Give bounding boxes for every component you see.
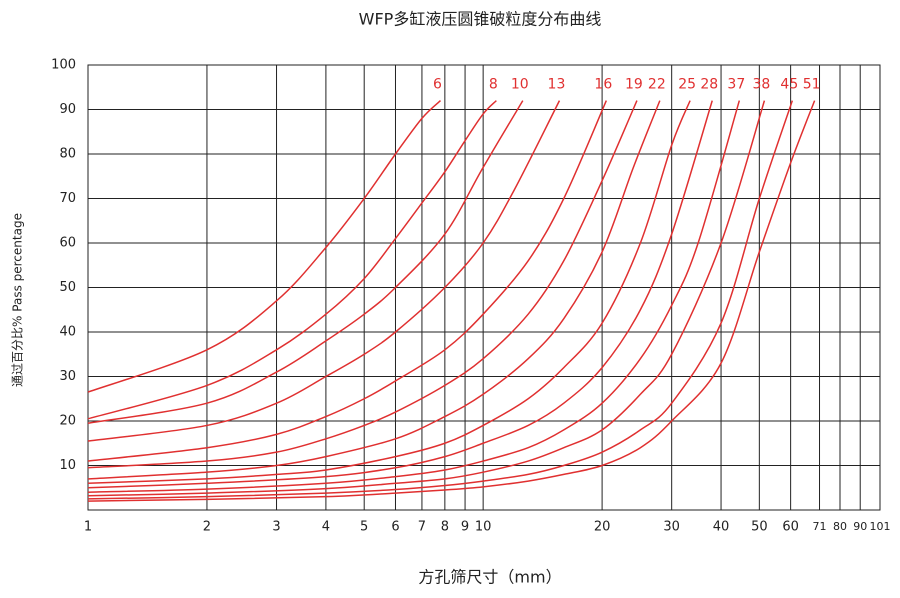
x-tick-label: 2 <box>203 520 211 535</box>
curve <box>87 100 816 502</box>
x-tick-label: 50 <box>751 520 768 535</box>
curve <box>87 100 442 393</box>
series-label: 51 <box>803 77 821 93</box>
x-tick-label: 20 <box>594 520 611 535</box>
y-tick-label: 90 <box>59 102 76 117</box>
y-tick-label: 40 <box>59 325 76 340</box>
curve <box>87 100 691 485</box>
x-tick-label: 30 <box>663 520 680 535</box>
x-tick-label: 6 <box>391 520 399 535</box>
y-tick-label: 20 <box>59 414 76 429</box>
y-axis-label: 通过百分比% Pass percentage <box>11 213 25 387</box>
series-label: 6 <box>433 77 442 93</box>
curve <box>87 100 638 469</box>
series-label: 22 <box>648 77 666 93</box>
series-label: 37 <box>727 77 745 93</box>
y-tick-label: 70 <box>59 191 76 206</box>
x-axis-label: 方孔筛尺寸（mm） <box>418 568 561 587</box>
series-label: 16 <box>594 77 612 93</box>
x-tick-label: 3 <box>272 520 280 535</box>
curve <box>87 100 608 462</box>
curve <box>87 100 561 442</box>
series-label: 19 <box>625 77 643 93</box>
x-tick-label: 5 <box>360 520 368 535</box>
curve <box>87 100 766 497</box>
x-tick-label: 7 <box>418 520 426 535</box>
x-tick-label: 8 <box>441 520 449 535</box>
series-label: 38 <box>753 77 771 93</box>
chart-title: WFP多缸液压圆锥破粒度分布曲线 <box>359 10 602 29</box>
curve <box>87 100 713 489</box>
x-tick-label: 80 <box>833 520 847 533</box>
y-tick-label: 100 <box>51 58 76 73</box>
x-tick-label: 1 <box>84 520 92 535</box>
series-label: 25 <box>678 77 696 93</box>
x-tick-label: 71 <box>813 520 827 533</box>
y-tick-label: 80 <box>59 147 76 162</box>
curve <box>87 100 794 500</box>
series-label: 13 <box>548 77 566 93</box>
y-tick-label: 10 <box>59 458 76 473</box>
series-label: 8 <box>489 77 498 93</box>
curve <box>87 100 661 480</box>
y-tick-label: 60 <box>59 236 76 251</box>
series-label: 45 <box>780 77 798 93</box>
x-tick-label: 40 <box>713 520 730 535</box>
x-tick-label: 60 <box>782 520 799 535</box>
x-tick-label: 10 <box>475 520 492 535</box>
series-label: 28 <box>700 77 718 93</box>
x-tick-label: 90 <box>853 520 867 533</box>
series-label: 10 <box>511 77 529 93</box>
x-tick-label: 4 <box>322 520 330 535</box>
x-tick-label: 101 <box>870 520 891 533</box>
curve <box>87 100 741 493</box>
curve <box>87 100 524 424</box>
curve <box>87 100 497 420</box>
y-tick-label: 50 <box>59 280 76 295</box>
y-tick-label: 30 <box>59 369 76 384</box>
x-tick-label: 9 <box>461 520 469 535</box>
